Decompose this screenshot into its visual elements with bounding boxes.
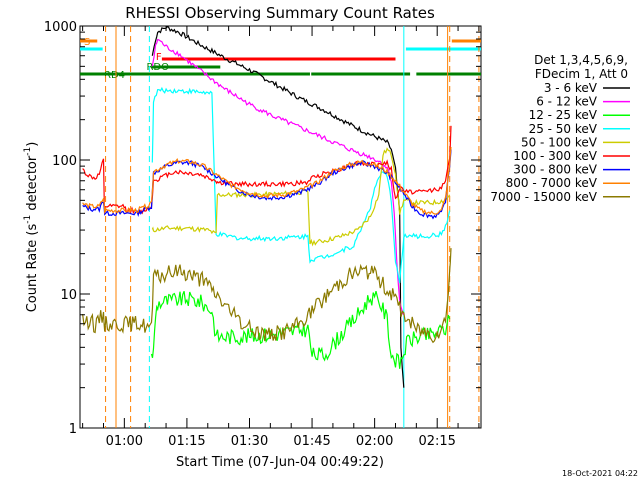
x-tick-label: 01:00 bbox=[106, 434, 143, 449]
series-line bbox=[150, 290, 451, 369]
x-axis: 01:00 01:15 01:30 01:45 02:00 02:15 bbox=[82, 26, 480, 449]
x-axis-label: Start Time (07-Jun-04 00:49:22) bbox=[176, 455, 384, 470]
attenuator-band-label: S bbox=[84, 37, 90, 48]
plot-frame bbox=[79, 25, 482, 429]
x-tick-label: 02:00 bbox=[356, 434, 393, 449]
y-axis: 1 10 100 1000 bbox=[44, 20, 481, 437]
series-line bbox=[151, 147, 451, 247]
flare-band-label: F bbox=[156, 52, 162, 63]
series-line bbox=[151, 86, 451, 284]
y-label-sup1: -1 bbox=[23, 215, 33, 224]
series-line bbox=[82, 149, 452, 220]
legend-entry: 800 - 7000 keV bbox=[506, 176, 598, 190]
x-tick-label: 02:15 bbox=[418, 434, 455, 449]
y-axis-label: Count Rate (s-1 detector-1) bbox=[23, 142, 40, 313]
series-group bbox=[82, 26, 452, 388]
y-tick-label: 10 bbox=[60, 288, 77, 303]
legend-entry: 25 - 50 keV bbox=[529, 122, 598, 136]
legend-entry: 50 - 100 keV bbox=[521, 135, 598, 149]
series-line bbox=[82, 248, 452, 344]
y-label-sup2: -1 bbox=[23, 147, 33, 156]
x-tick-label: 01:45 bbox=[293, 434, 330, 449]
y-label-mid: detector bbox=[25, 155, 40, 215]
legend-entry: 6 - 12 keV bbox=[536, 95, 598, 109]
legend-entry: 300 - 800 keV bbox=[513, 163, 597, 177]
series-line bbox=[151, 26, 405, 388]
y-label-main: Count Rate (s bbox=[25, 224, 40, 313]
series-line bbox=[82, 125, 452, 215]
series-line bbox=[82, 146, 452, 216]
vertical-markers bbox=[105, 26, 480, 428]
legend-entry: 3 - 6 keV bbox=[544, 81, 598, 95]
timestamp: 18-Oct-2021 04:22 bbox=[562, 469, 638, 478]
series-line bbox=[151, 38, 405, 316]
x-tick-label: 01:15 bbox=[168, 434, 205, 449]
y-tick-label: 1000 bbox=[44, 20, 77, 35]
y-label-end: ) bbox=[25, 142, 40, 147]
chart-title: RHESSI Observing Summary Count Rates bbox=[125, 4, 435, 22]
y-tick-label: 100 bbox=[52, 154, 77, 169]
night-band-label: RD4 bbox=[104, 70, 125, 81]
legend-entry: 7000 - 15000 keV bbox=[490, 190, 597, 204]
x-tick-label: 01:30 bbox=[231, 434, 268, 449]
y-tick-label: 1 bbox=[69, 422, 77, 437]
legend-entry: 12 - 25 keV bbox=[529, 108, 598, 122]
legend-entry: 100 - 300 keV bbox=[513, 149, 597, 163]
legend-header-2: FDecim 1, Att 0 bbox=[535, 67, 628, 81]
legend-header-1: Det 1,3,4,5,6,9, bbox=[534, 53, 628, 67]
rdo-band-label: RDO bbox=[146, 62, 169, 73]
legend: Det 1,3,4,5,6,9, FDecim 1, Att 0 3 - 6 k… bbox=[490, 53, 630, 204]
